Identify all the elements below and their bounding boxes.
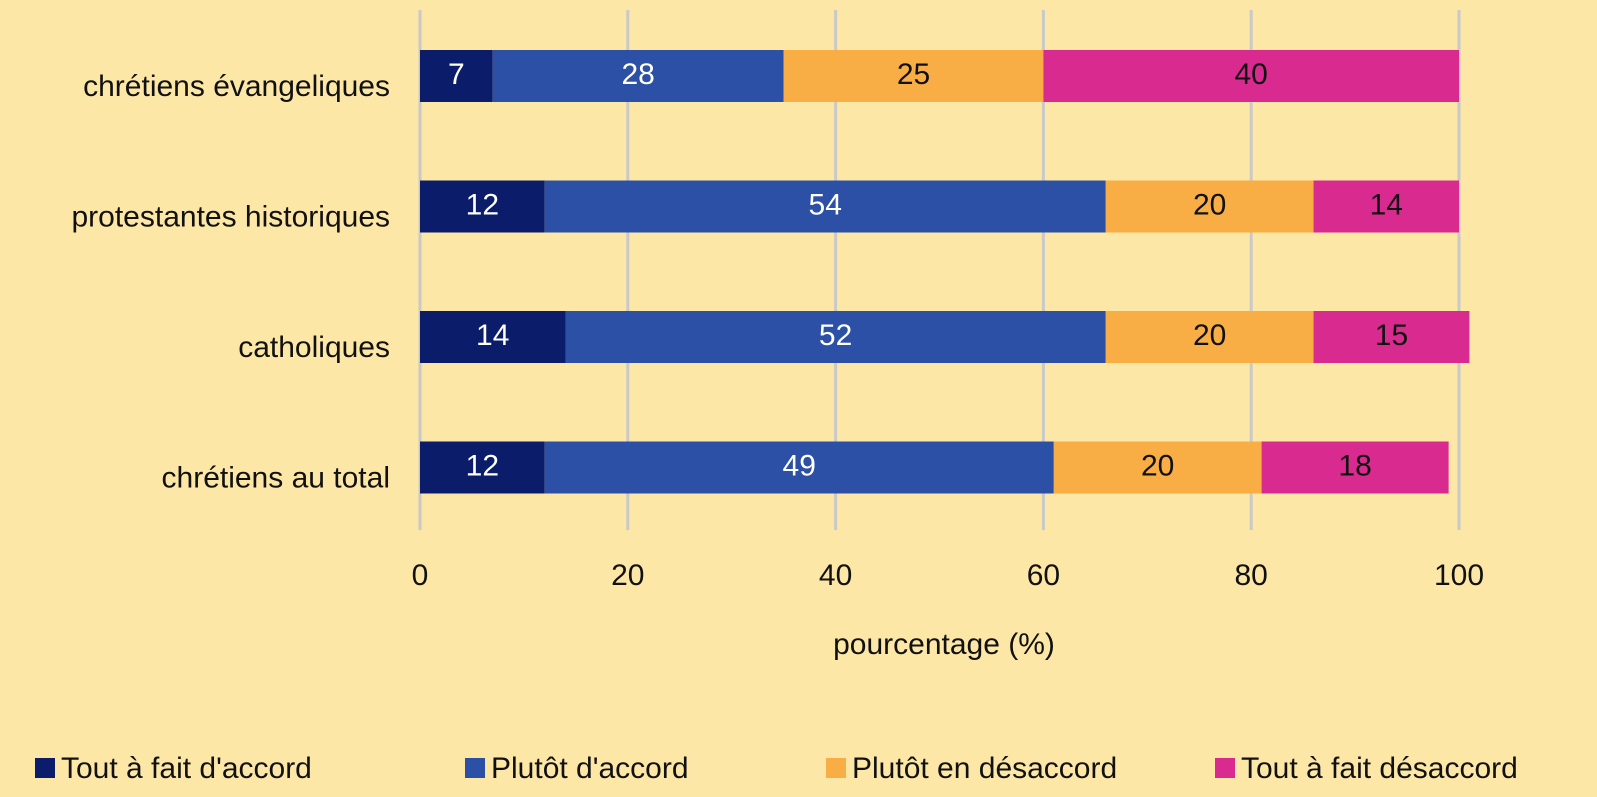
value-label: 25 [897, 58, 930, 91]
legend-swatch [35, 758, 55, 778]
x-axis-label: pourcentage (%) [833, 628, 1055, 661]
value-label: 12 [466, 188, 499, 221]
x-tick-label: 100 [1434, 559, 1484, 592]
value-label: 14 [476, 319, 509, 352]
value-label: 52 [819, 319, 852, 352]
value-label: 40 [1235, 58, 1268, 91]
value-label: 7 [448, 58, 465, 91]
bar-segment [420, 311, 566, 363]
value-label: 20 [1193, 319, 1226, 352]
value-label: 28 [622, 58, 655, 91]
x-tick-label: 60 [1027, 559, 1060, 592]
legend-label: Tout à fait désaccord [1241, 752, 1518, 785]
x-tick-label: 40 [819, 559, 852, 592]
bar-segment [783, 50, 1044, 102]
value-label: 49 [783, 449, 816, 482]
bar-segment [1261, 441, 1449, 494]
legend-swatch [465, 758, 485, 778]
value-label: 18 [1338, 449, 1371, 482]
legend-label: Plutôt d'accord [491, 752, 689, 785]
legend-swatch [826, 758, 846, 778]
bar-segment [420, 180, 545, 233]
y-tick-label: chrétiens au total [162, 461, 390, 494]
bar-segment [1053, 441, 1262, 494]
bar-segment [492, 50, 784, 102]
legend-swatch [1215, 758, 1235, 778]
bar-segment [1313, 311, 1470, 363]
bar-segment [565, 311, 1106, 363]
y-tick-label: protestantes historiques [71, 200, 390, 233]
y-tick-label: chrétiens évangeliques [83, 70, 390, 103]
bar-segment [420, 441, 545, 494]
x-tick-label: 80 [1235, 559, 1268, 592]
y-tick-label: catholiques [238, 331, 390, 364]
x-tick-label: 0 [412, 559, 429, 592]
legend-label: Plutôt en désaccord [852, 752, 1117, 785]
value-label: 54 [809, 188, 842, 221]
value-label: 20 [1141, 449, 1174, 482]
value-label: 15 [1375, 319, 1408, 352]
bar-segment [1043, 50, 1459, 102]
x-tick-label: 20 [611, 559, 644, 592]
bar-segment [1313, 180, 1459, 233]
bar-segment [420, 50, 493, 102]
value-label: 20 [1193, 188, 1226, 221]
bar-segment [544, 441, 1054, 494]
bar-segment [1105, 180, 1314, 233]
bar-segment [1105, 311, 1314, 363]
legend-label: Tout à fait d'accord [61, 752, 312, 785]
bar-segment [544, 180, 1106, 233]
value-label: 12 [466, 449, 499, 482]
value-label: 14 [1370, 188, 1403, 221]
